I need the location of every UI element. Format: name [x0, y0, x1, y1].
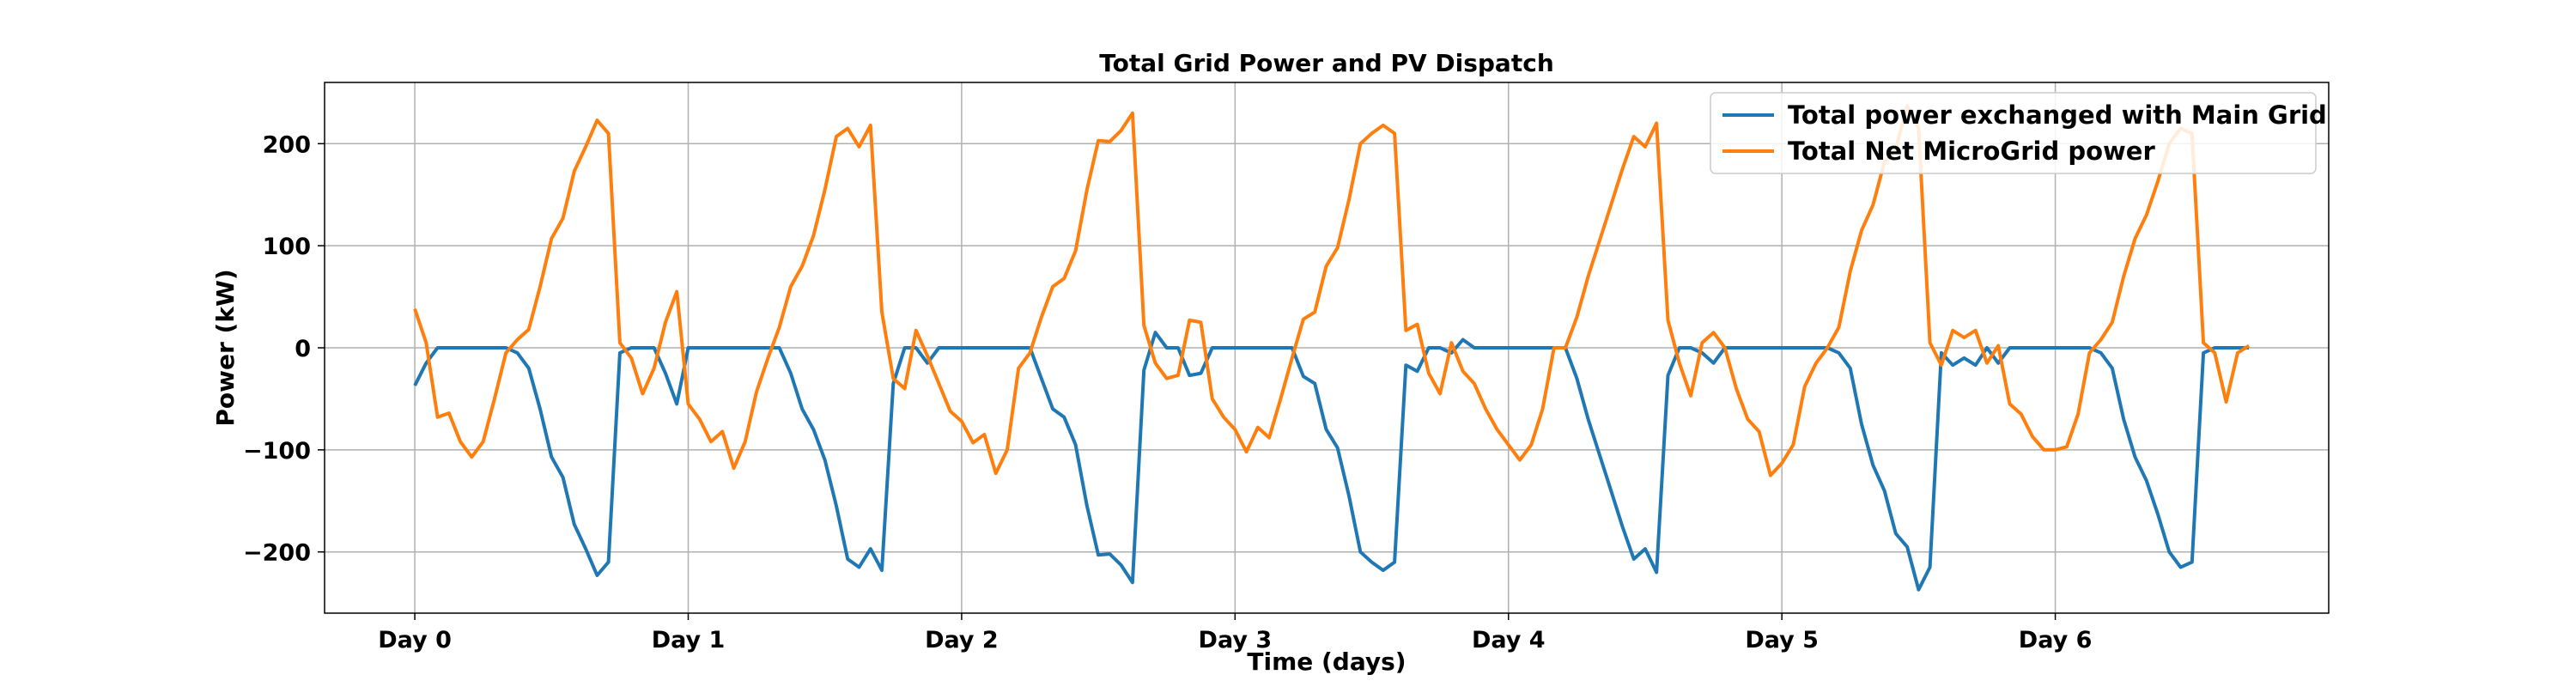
x-tick-label: Day 2	[925, 627, 999, 654]
legend-box	[1710, 92, 2317, 174]
grid-exchange-series-line	[413, 331, 2250, 592]
net-microgrid-series-line	[413, 104, 2251, 477]
x-axis: Day 0 Day 1 Day 2 Day 3 Day 4 Day 5 Day 6	[378, 613, 2092, 654]
y-tick-label: −200	[243, 540, 311, 567]
y-axis: −200 −100 0 100 200	[243, 131, 325, 567]
series-layer	[413, 104, 2251, 592]
y-tick-label: 100	[263, 234, 311, 260]
legend-label: Total Net MicroGrid power	[1788, 137, 2155, 166]
chart-title: Total Grid Power and PV Dispatch	[1099, 49, 1554, 77]
legend: Total power exchanged with Main Grid Tota…	[1710, 92, 2327, 174]
legend-label: Total power exchanged with Main Grid	[1788, 100, 2327, 130]
x-tick-label: Day 5	[1745, 627, 1819, 654]
x-axis-label: Time (days)	[1247, 647, 1406, 676]
y-tick-label: 0	[295, 336, 311, 362]
x-tick-label: Day 4	[1472, 627, 1546, 654]
y-tick-label: −100	[243, 438, 311, 465]
x-tick-label: Day 3	[1199, 627, 1273, 654]
x-tick-label: Day 1	[652, 627, 726, 654]
y-tick-label: 200	[263, 131, 311, 158]
y-axis-label: Power (kW)	[211, 269, 240, 426]
x-tick-label: Day 6	[2019, 627, 2093, 654]
x-tick-label: Day 0	[378, 627, 452, 654]
